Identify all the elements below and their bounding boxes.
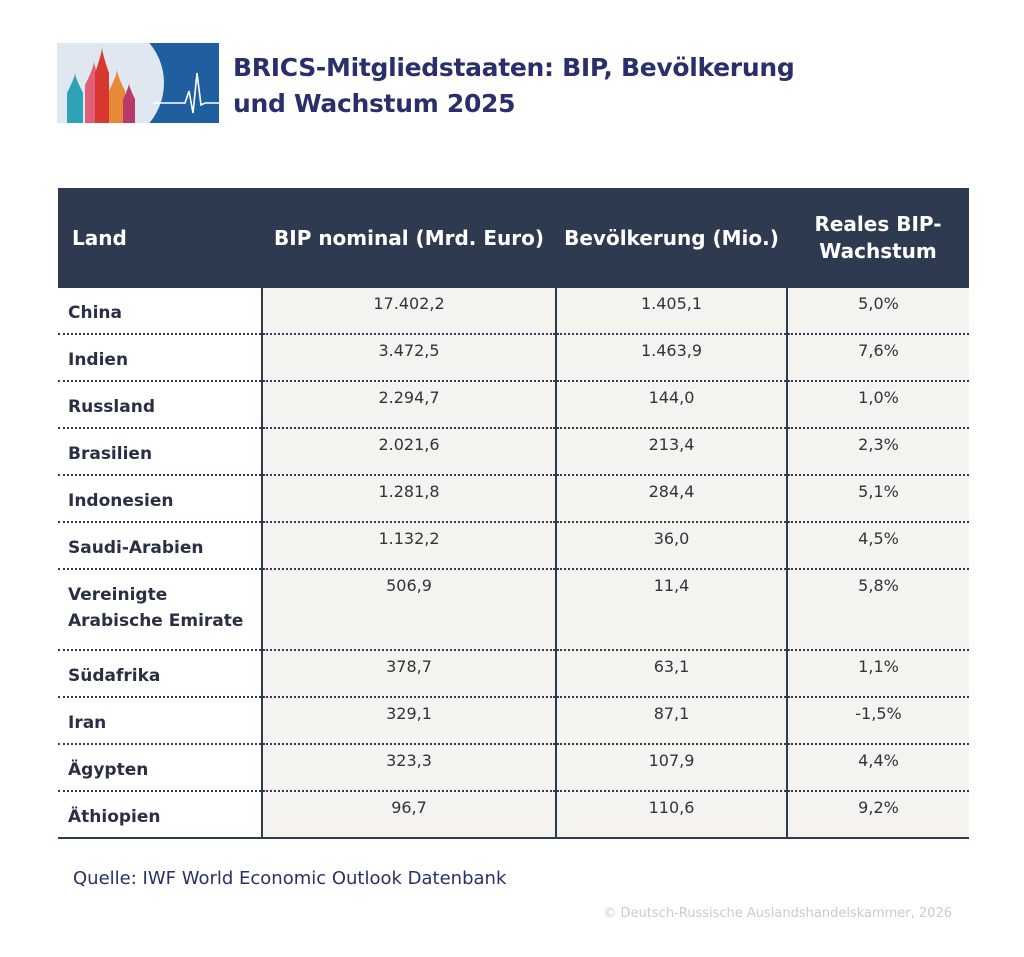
table-row: Südafrika 378,7 63,1 1,1% <box>58 650 969 698</box>
cell-bevoelkerung: 110,6 <box>555 791 787 839</box>
logo <box>57 43 219 123</box>
cell-wachstum: 7,6% <box>786 334 969 382</box>
cell-bip: 17.402,2 <box>261 288 556 335</box>
cell-land: Ägypten <box>58 744 262 792</box>
cell-land: Brasilien <box>58 428 262 476</box>
cell-wachstum: 1,1% <box>786 650 969 698</box>
cell-bevoelkerung: 87,1 <box>555 697 787 745</box>
cell-land: Indonesien <box>58 475 262 523</box>
onion-domes-heartbeat-logo <box>57 43 219 123</box>
table-row: China 17.402,2 1.405,1 5,0% <box>58 288 969 335</box>
table-row: Ägypten 323,3 107,9 4,4% <box>58 744 969 792</box>
header-wachstum: Reales BIP- Wachstum <box>787 188 969 288</box>
cell-bevoelkerung: 213,4 <box>555 428 787 476</box>
source-note: Quelle: IWF World Economic Outlook Daten… <box>73 868 507 889</box>
cell-bevoelkerung: 63,1 <box>555 650 787 698</box>
cell-wachstum: 5,0% <box>786 288 969 335</box>
cell-bip: 378,7 <box>261 650 556 698</box>
brics-table: Land BIP nominal (Mrd. Euro) Bevölkerung… <box>58 188 969 839</box>
cell-land: Russland <box>58 381 262 429</box>
header-wachstum-line-1: Reales BIP- <box>814 212 942 236</box>
title-line-2: und Wachstum 2025 <box>233 89 516 118</box>
cell-bevoelkerung: 1.463,9 <box>555 334 787 382</box>
cell-bevoelkerung: 36,0 <box>555 522 787 570</box>
cell-bip: 323,3 <box>261 744 556 792</box>
cell-bevoelkerung: 284,4 <box>555 475 787 523</box>
table-row: Vereinigte Arabische Emirate 506,9 11,4 … <box>58 569 969 651</box>
cell-bip: 96,7 <box>261 791 556 839</box>
cell-wachstum: 5,8% <box>786 569 969 651</box>
cell-bip: 1.281,8 <box>261 475 556 523</box>
cell-bevoelkerung: 144,0 <box>555 381 787 429</box>
cell-bip: 3.472,5 <box>261 334 556 382</box>
header-wachstum-line-2: Wachstum <box>819 239 937 263</box>
cell-bip: 329,1 <box>261 697 556 745</box>
cell-land: China <box>58 288 262 335</box>
cell-land: Iran <box>58 697 262 745</box>
cell-land: Äthiopien <box>58 791 262 839</box>
cell-wachstum: 4,4% <box>786 744 969 792</box>
cell-bip: 2.294,7 <box>261 381 556 429</box>
cell-land: Saudi-Arabien <box>58 522 262 570</box>
copyright-note: © Deutsch-Russische Auslandshandelskamme… <box>603 906 952 921</box>
cell-wachstum: -1,5% <box>786 697 969 745</box>
page-title: BRICS-Mitgliedstaaten: BIP, Bevölkerung … <box>233 50 795 122</box>
title-line-1: BRICS-Mitgliedstaaten: BIP, Bevölkerung <box>233 53 795 82</box>
table-header-row: Land BIP nominal (Mrd. Euro) Bevölkerung… <box>58 188 969 288</box>
header-land: Land <box>58 188 262 288</box>
cell-wachstum: 9,2% <box>786 791 969 839</box>
cell-wachstum: 4,5% <box>786 522 969 570</box>
cell-wachstum: 2,3% <box>786 428 969 476</box>
table-row: Brasilien 2.021,6 213,4 2,3% <box>58 428 969 476</box>
cell-wachstum: 5,1% <box>786 475 969 523</box>
table-row: Äthiopien 96,7 110,6 9,2% <box>58 791 969 839</box>
table-row: Indonesien 1.281,8 284,4 5,1% <box>58 475 969 523</box>
table-row: Russland 2.294,7 144,0 1,0% <box>58 381 969 429</box>
table-row: Iran 329,1 87,1 -1,5% <box>58 697 969 745</box>
cell-bevoelkerung: 107,9 <box>555 744 787 792</box>
table-row: Saudi-Arabien 1.132,2 36,0 4,5% <box>58 522 969 570</box>
cell-bip: 506,9 <box>261 569 556 651</box>
cell-bevoelkerung: 11,4 <box>555 569 787 651</box>
cell-bip: 1.132,2 <box>261 522 556 570</box>
table-row: Indien 3.472,5 1.463,9 7,6% <box>58 334 969 382</box>
cell-bevoelkerung: 1.405,1 <box>555 288 787 335</box>
header-bip: BIP nominal (Mrd. Euro) <box>262 188 556 288</box>
cell-bip: 2.021,6 <box>261 428 556 476</box>
cell-land: Vereinigte Arabische Emirate <box>58 569 262 651</box>
cell-land: Indien <box>58 334 262 382</box>
cell-land: Südafrika <box>58 650 262 698</box>
header-bevoelkerung: Bevölkerung (Mio.) <box>556 188 787 288</box>
cell-wachstum: 1,0% <box>786 381 969 429</box>
